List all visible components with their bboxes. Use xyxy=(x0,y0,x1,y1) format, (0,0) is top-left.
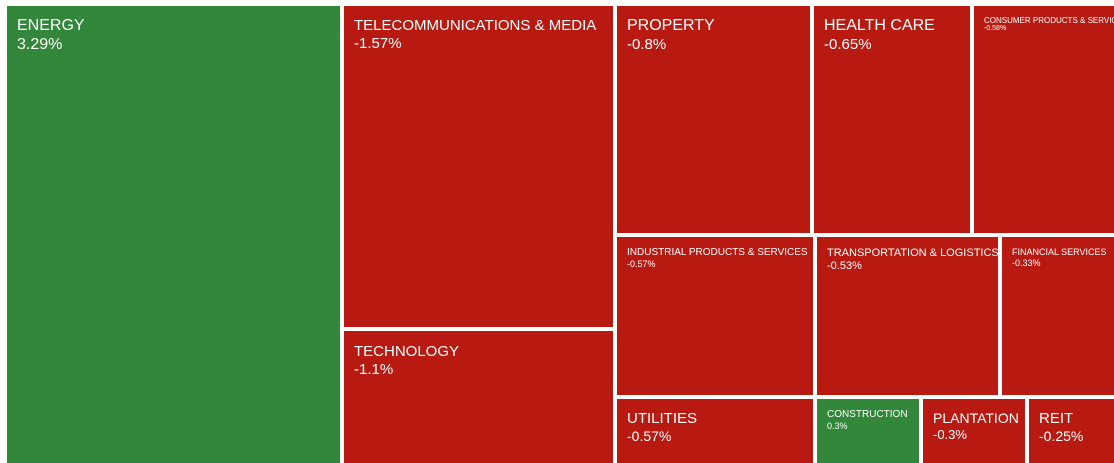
tile-name: TELECOMMUNICATIONS & MEDIA xyxy=(354,17,597,34)
tile-name: TECHNOLOGY xyxy=(354,343,460,360)
tile-change: -0.3% xyxy=(933,426,967,442)
tile-property[interactable]: PROPERTY -0.8% xyxy=(617,6,810,233)
tile-change: -0.57% xyxy=(627,258,656,269)
tile-construction[interactable]: CONSTRUCTION 0.3% xyxy=(817,399,919,463)
tile-name: TRANSPORTATION & LOGISTICS xyxy=(827,247,998,259)
tile-name: REIT xyxy=(1039,410,1074,427)
tile-name: INDUSTRIAL PRODUCTS & SERVICES xyxy=(627,247,808,258)
tile-technology[interactable]: TECHNOLOGY -1.1% xyxy=(344,331,613,463)
tile-name: UTILITIES xyxy=(627,410,698,427)
tile-name: FINANCIAL SERVICES xyxy=(1012,247,1107,257)
tile-industrial-products-and-services[interactable]: INDUSTRIAL PRODUCTS & SERVICES -0.57% xyxy=(617,237,813,395)
tile-change: -0.8% xyxy=(627,35,667,53)
tile-name: CONSUMER PRODUCTS & SERVICES xyxy=(984,16,1114,25)
tile-change: -1.1% xyxy=(354,360,394,378)
tile-telecommunications-and-media[interactable]: TELECOMMUNICATIONS & MEDIA -1.57% xyxy=(344,6,613,327)
tile-name: PROPERTY xyxy=(627,17,715,34)
tile-financial-services[interactable]: FINANCIAL SERVICES -0.33% xyxy=(1002,237,1114,395)
tile-change: -1.57% xyxy=(354,34,402,52)
tile-change: -0.57% xyxy=(627,427,672,444)
tile-reit[interactable]: REIT -0.25% xyxy=(1029,399,1114,463)
tile-change: 0.3% xyxy=(827,420,848,431)
tile-name: ENERGY xyxy=(17,17,85,34)
tile-change: 3.29% xyxy=(17,35,63,53)
tile-change: -0.65% xyxy=(824,35,872,53)
tile-transportation-and-logistics[interactable]: TRANSPORTATION & LOGISTICS -0.53% xyxy=(817,237,998,395)
tile-health-care[interactable]: HEALTH CARE -0.65% xyxy=(814,6,970,233)
tile-change: -0.58% xyxy=(984,25,1007,33)
tile-energy[interactable]: ENERGY 3.29% xyxy=(7,6,340,463)
tile-name: PLANTATION xyxy=(933,410,1019,426)
tile-change: -0.33% xyxy=(1012,257,1041,268)
tile-plantation[interactable]: PLANTATION -0.3% xyxy=(923,399,1025,463)
tile-change: -0.25% xyxy=(1039,427,1084,444)
tile-change: -0.53% xyxy=(827,259,862,272)
tile-consumer-products-and-services[interactable]: CONSUMER PRODUCTS & SERVICES -0.58% xyxy=(974,6,1114,233)
tile-name: HEALTH CARE xyxy=(824,17,935,34)
tile-utilities[interactable]: UTILITIES -0.57% xyxy=(617,399,813,463)
tile-name: CONSTRUCTION xyxy=(827,409,908,420)
